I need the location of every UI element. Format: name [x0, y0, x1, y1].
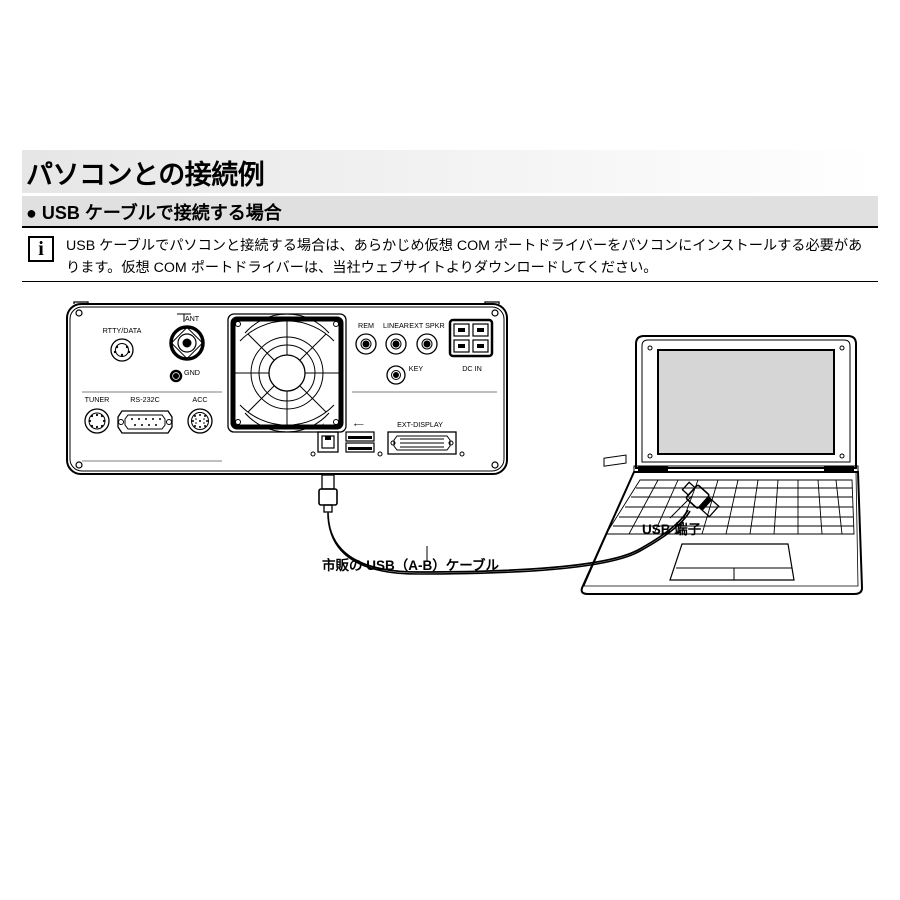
- svg-text:⟵: ⟵: [354, 420, 364, 429]
- subsection-title: ● USB ケーブルで接続する場合: [22, 196, 878, 228]
- label-linear: LINEAR: [383, 321, 409, 330]
- callout-usb-cable: 市販の USB（A-B）ケーブル: [322, 554, 499, 574]
- label-rs232: RS-232C: [130, 395, 160, 404]
- label-key: KEY: [409, 364, 424, 373]
- label-extspkr: EXT SPKR: [409, 321, 444, 330]
- label-ant: ANT: [185, 314, 200, 323]
- info-icon: i: [28, 236, 54, 262]
- info-text: USB ケーブルでパソコンと接続する場合は、あらかじめ仮想 COM ポートドライ…: [66, 235, 876, 279]
- connection-diagram: ANT RTTY/DATA GND: [22, 296, 878, 626]
- label-acc: ACC: [192, 395, 207, 404]
- label-rem: REM: [358, 321, 374, 330]
- label-rtty: RTTY/DATA: [103, 326, 142, 335]
- label-tuner: TUNER: [85, 395, 110, 404]
- section-title: パソコンとの接続例: [22, 150, 878, 194]
- label-dcin: DC IN: [462, 364, 482, 373]
- label-gnd: GND: [184, 368, 200, 377]
- label-extdisp: EXT-DISPLAY: [397, 420, 443, 429]
- callout-usb-port: USB 端子: [642, 518, 701, 538]
- info-box: i USB ケーブルでパソコンと接続する場合は、あらかじめ仮想 COM ポートド…: [22, 228, 878, 282]
